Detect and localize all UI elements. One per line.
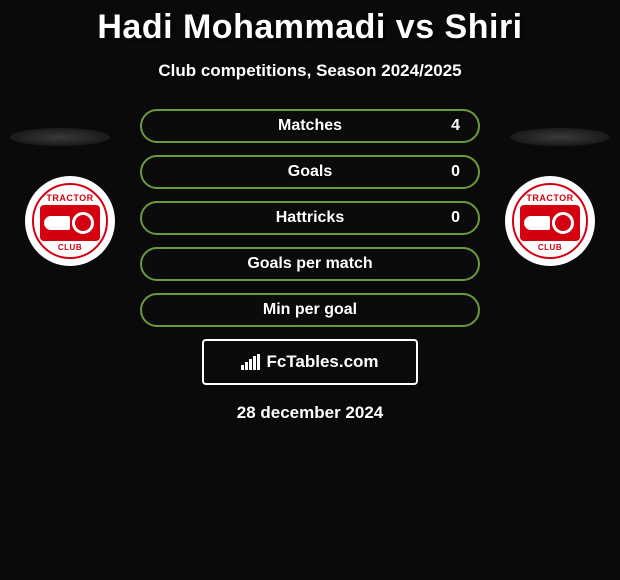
brand-text: FcTables.com bbox=[266, 352, 378, 372]
stat-value: 0 bbox=[451, 209, 460, 227]
stat-row: Matches 4 bbox=[140, 109, 480, 143]
stat-row: Min per goal bbox=[140, 293, 480, 327]
logo-emblem bbox=[40, 205, 100, 241]
stat-label: Hattricks bbox=[276, 209, 344, 227]
page-title: Hadi Mohammadi vs Shiri bbox=[0, 0, 620, 47]
stat-label: Goals per match bbox=[247, 255, 372, 273]
logo-text-top: TRACTOR bbox=[526, 193, 573, 203]
logo-text-bottom: CLUB bbox=[538, 243, 562, 252]
logo-text-top: TRACTOR bbox=[46, 193, 93, 203]
stat-row: Hattricks 0 bbox=[140, 201, 480, 235]
stat-label: Min per goal bbox=[263, 301, 357, 319]
brand-chart-icon bbox=[241, 354, 260, 370]
stat-label: Matches bbox=[278, 117, 342, 135]
team-logo-right: TRACTOR CLUB bbox=[505, 176, 595, 266]
stats-container: Matches 4 Goals 0 Hattricks 0 Goals per match M… bbox=[140, 109, 480, 327]
stat-value: 4 bbox=[451, 117, 460, 135]
stat-label: Goals bbox=[288, 163, 332, 181]
player-shadow-left bbox=[10, 128, 110, 146]
logo-text-bottom: CLUB bbox=[58, 243, 82, 252]
subtitle: Club competitions, Season 2024/2025 bbox=[0, 61, 620, 81]
team-logo-left: TRACTOR CLUB bbox=[25, 176, 115, 266]
date-text: 28 december 2024 bbox=[0, 403, 620, 423]
stat-row: Goals per match bbox=[140, 247, 480, 281]
player-shadow-right bbox=[510, 128, 610, 146]
brand-box: FcTables.com bbox=[202, 339, 418, 385]
stat-row: Goals 0 bbox=[140, 155, 480, 189]
logo-emblem bbox=[520, 205, 580, 241]
stat-value: 0 bbox=[451, 163, 460, 181]
